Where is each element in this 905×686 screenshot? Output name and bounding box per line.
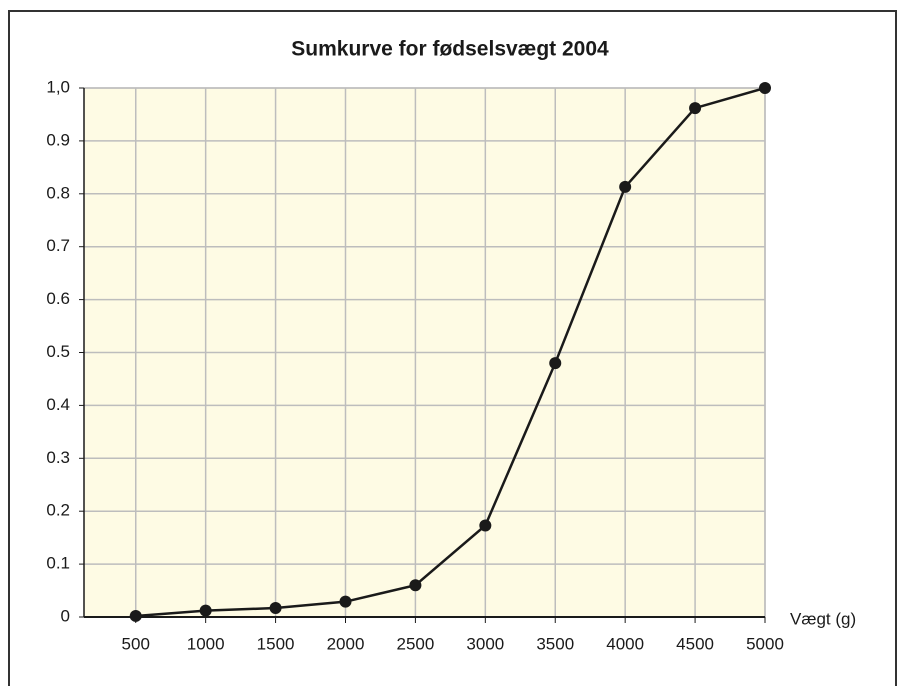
y-tick-label: 0 [61, 606, 70, 625]
y-tick-label: 0.4 [46, 395, 70, 414]
y-tick-label: 0.6 [46, 289, 70, 308]
y-tick-label: 0.8 [46, 183, 70, 202]
y-tick-label: 0.1 [46, 554, 70, 573]
x-tick-label: 1500 [257, 634, 295, 653]
x-tick-label: 5000 [746, 634, 784, 653]
chart-title: Sumkurve for fødselsvægt 2004 [291, 38, 609, 61]
x-axis-label: Vægt (g) [790, 609, 856, 628]
data-point [129, 609, 142, 622]
x-tick-label: 500 [122, 634, 150, 653]
x-tick-label: 3500 [536, 634, 574, 653]
data-point [479, 519, 492, 532]
y-tick-label: 0.3 [46, 448, 70, 467]
x-tick-label: 3000 [466, 634, 504, 653]
series-line [135, 86, 766, 618]
y-tick-label: 0.5 [46, 342, 70, 361]
data-point [409, 579, 422, 592]
y-tick-label: 1,0 [46, 77, 70, 96]
data-point [269, 602, 282, 615]
x-tick-label: 4500 [676, 634, 714, 653]
data-point [759, 82, 771, 94]
data-point [619, 180, 632, 193]
data-point [689, 102, 702, 115]
x-tick-label: 2000 [327, 634, 365, 653]
data-point [199, 604, 212, 617]
y-tick-label: 0.2 [46, 501, 70, 520]
x-tick-label: 1000 [187, 634, 225, 653]
y-tick-label: 0.9 [46, 130, 70, 149]
y-tick-label: 0.7 [46, 236, 70, 255]
data-point [339, 595, 352, 608]
x-tick-label: 4000 [606, 634, 644, 653]
data-point [549, 357, 562, 370]
x-tick-label: 2500 [396, 634, 434, 653]
